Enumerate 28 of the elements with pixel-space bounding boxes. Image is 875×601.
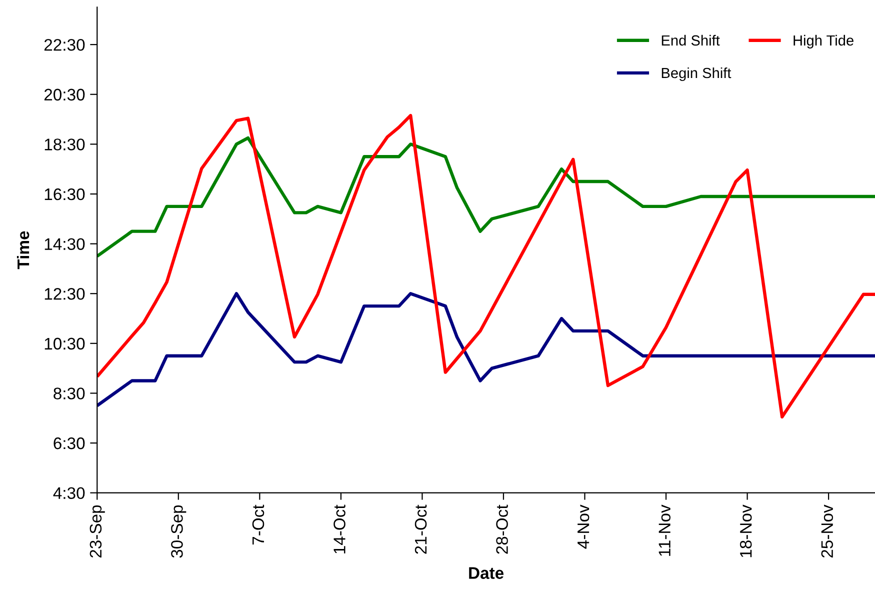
y-tick-label: 16:30	[44, 188, 85, 200]
x-tick-label: 21-Oct	[414, 504, 427, 554]
x-tick-label: 28-Oct	[496, 504, 508, 554]
x-tick-label: 25-Nov	[821, 504, 834, 558]
legend-label: Begin Shift	[662, 67, 732, 82]
x-tick-label: 23-Sep	[90, 505, 105, 558]
y-tick-label: 20:30	[44, 88, 85, 101]
y-tick-label: 14:30	[44, 238, 85, 250]
x-tick-label: 7-Oct	[252, 504, 264, 545]
legend-label: End Shift	[662, 34, 720, 46]
x-tick-label: 14-Oct	[334, 504, 346, 554]
line-series	[97, 292, 875, 408]
x-axis-title: Date	[469, 567, 504, 579]
legend-label: High Tide	[794, 34, 854, 48]
y-tick-label: 10:30	[44, 338, 85, 350]
x-tick-label: 18-Nov	[740, 504, 752, 558]
y-tick-label: 6:30	[54, 437, 85, 450]
line-series	[97, 136, 875, 258]
y-tick-label: 18:30	[44, 138, 85, 150]
line-series	[97, 114, 875, 418]
x-tick-label: 30-Sep	[171, 505, 186, 558]
y-tick-label: 12:30	[44, 288, 85, 300]
y-tick-label: 22:30	[44, 38, 85, 51]
y-axis-title: Time	[16, 231, 30, 270]
x-tick-label: 11-Nov	[658, 504, 670, 556]
y-tick-label: 4:30	[53, 487, 85, 500]
y-tick-label: 8:30	[54, 388, 85, 400]
x-tick-label: 4-Nov	[578, 504, 590, 549]
